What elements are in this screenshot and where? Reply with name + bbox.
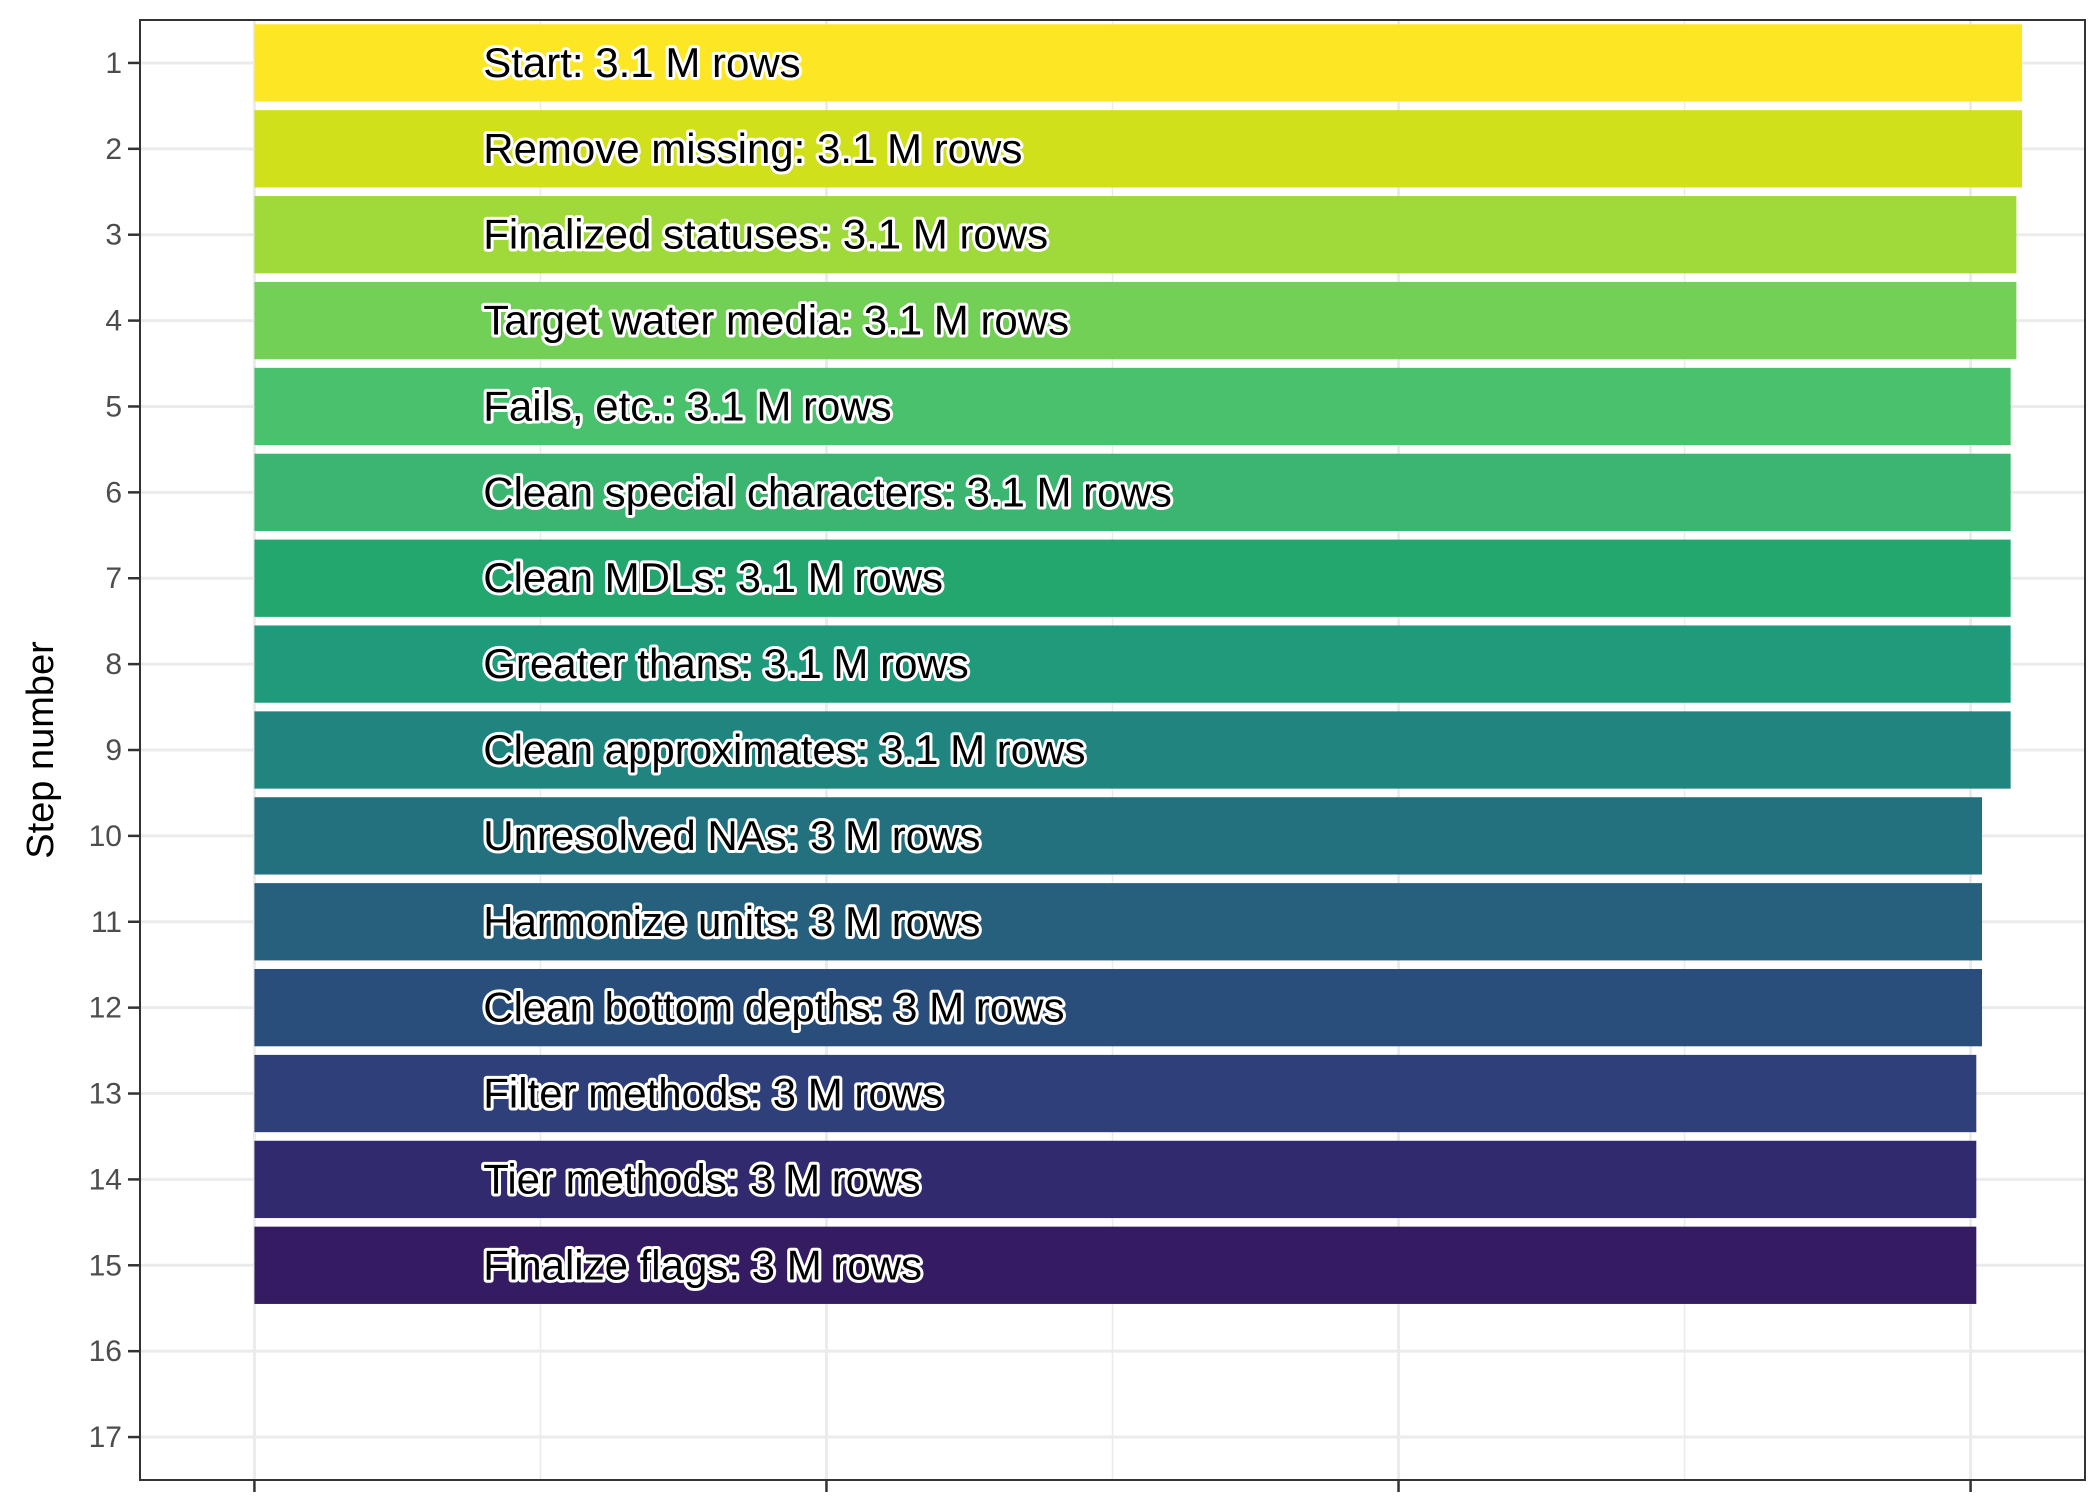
bar-label: Finalize flags: 3 M rows — [483, 1241, 922, 1288]
bar-label: Clean bottom depths: 3 M rows — [483, 984, 1064, 1031]
bar-label: Remove missing: 3.1 M rows — [483, 125, 1022, 172]
bar-labels: Start: 3.1 M rows Remove missing: 3.1 M r… — [480, 36, 1175, 1291]
y-tick-label: 10 — [89, 820, 122, 853]
y-tick-label: 13 — [89, 1078, 122, 1111]
bar-label: Harmonize units: 3 M rows — [483, 898, 980, 945]
y-tick-label: 3 — [105, 219, 122, 252]
bar — [254, 110, 2023, 188]
bar-label: Clean MDLs: 3.1 M rows — [483, 554, 943, 601]
y-tick-label: 6 — [105, 476, 122, 509]
bar-label: Target water media: 3.1 M rows — [483, 297, 1069, 344]
y-tick-label: 12 — [89, 992, 122, 1025]
bar-label: Start: 3.1 M rows — [483, 39, 800, 86]
bar — [254, 1140, 1977, 1219]
bar — [254, 24, 2023, 102]
bar — [254, 969, 1983, 1047]
y-tick-label: 17 — [89, 1421, 122, 1454]
bar — [254, 539, 2011, 617]
bar — [254, 711, 2011, 789]
y-tick-label: 1 — [105, 47, 122, 80]
bar — [254, 1226, 1977, 1304]
bar-label: Greater thans: 3.1 M rows — [483, 640, 969, 687]
bars — [254, 24, 2023, 1304]
y-tick-label: 11 — [91, 906, 122, 939]
bar — [254, 281, 2017, 360]
bar-label: Tier methods: 3 M rows — [483, 1155, 920, 1202]
y-tick-label: 15 — [89, 1249, 122, 1282]
bar — [254, 367, 2011, 446]
y-tick-label: 7 — [105, 562, 122, 595]
y-axis-title: Step number — [20, 641, 62, 859]
bar-label: Clean approximates: 3.1 M rows — [483, 726, 1085, 773]
y-tick-label: 8 — [105, 648, 122, 681]
y-tick-label: 14 — [89, 1163, 122, 1196]
bar-label: Finalized statuses: 3.1 M rows — [483, 211, 1048, 258]
y-tick-label: 9 — [105, 734, 122, 767]
y-tick-label: 2 — [105, 133, 122, 166]
bar-label: Fails, etc.: 3.1 M rows — [483, 382, 891, 429]
bar — [254, 883, 1983, 961]
bar — [254, 196, 2017, 274]
bar-label: Clean special characters: 3.1 M rows — [483, 468, 1172, 515]
x-axis — [253, 1480, 1972, 1492]
bar-label: Unresolved NAs: 3 M rows — [483, 812, 980, 859]
bar — [254, 453, 2011, 531]
bar — [254, 625, 2011, 703]
y-tick-label: 4 — [105, 305, 122, 338]
bar — [254, 1054, 1977, 1133]
bar — [254, 797, 1983, 875]
y-tick-label: 5 — [105, 390, 122, 423]
y-tick-label: 16 — [89, 1335, 122, 1368]
bar-label: Filter methods: 3 M rows — [483, 1070, 943, 1117]
